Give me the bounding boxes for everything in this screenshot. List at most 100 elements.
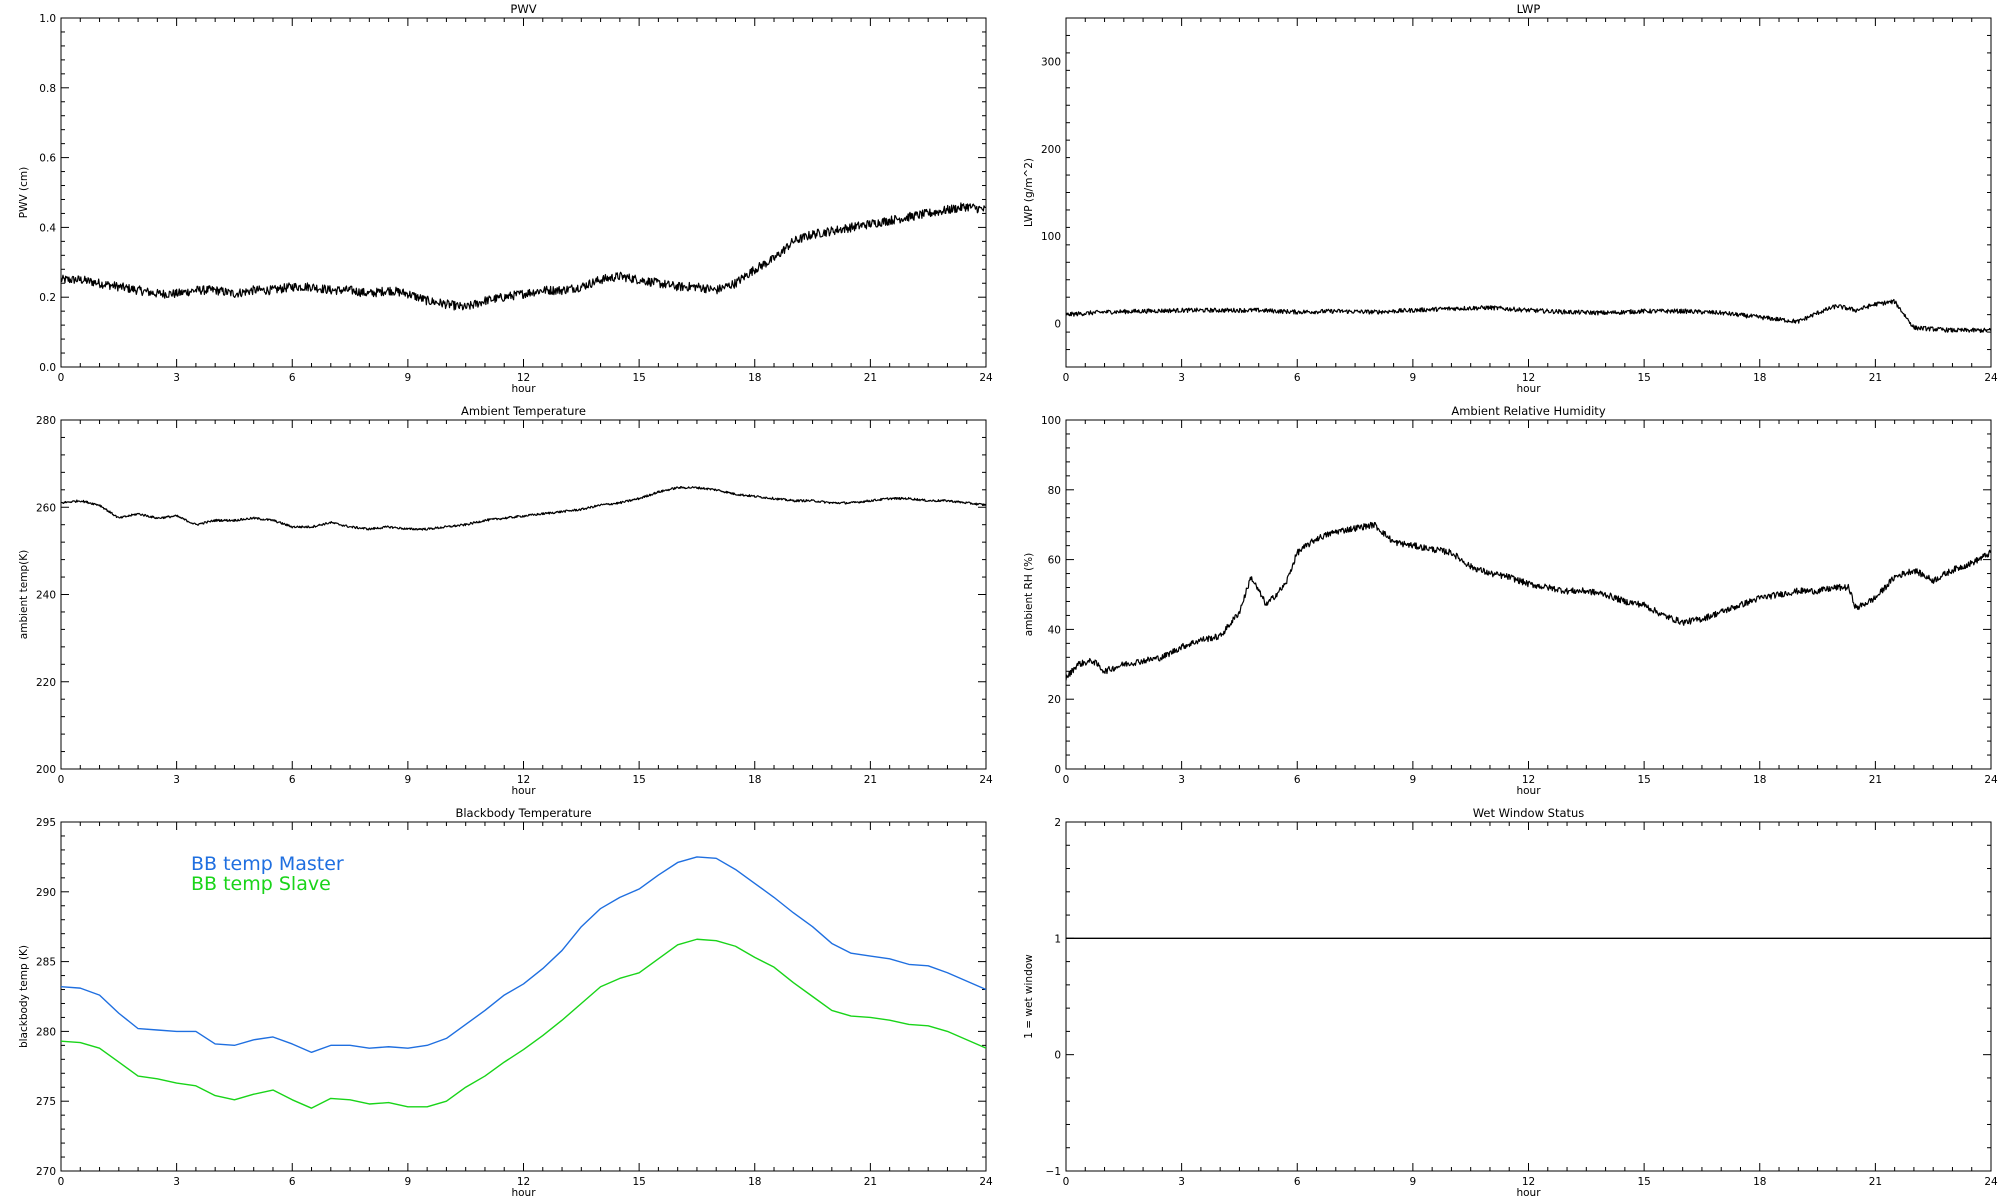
y-tick-label: 40 (1048, 624, 1061, 636)
x-tick-label: 0 (58, 774, 65, 786)
x-tick-label: 21 (1869, 774, 1882, 786)
x-tick-label: 15 (632, 1176, 645, 1188)
x-axis-label: hour (511, 1187, 536, 1199)
x-tick-label: 12 (517, 372, 530, 384)
x-tick-label: 6 (1294, 774, 1301, 786)
y-tick-label: 20 (1048, 694, 1061, 706)
y-axis-label: 1 = wet window (1023, 954, 1035, 1039)
x-tick-label: 9 (405, 372, 412, 384)
y-tick-label: 0.0 (39, 362, 56, 374)
x-tick-label: 3 (1178, 372, 1185, 384)
x-tick-label: 12 (1522, 774, 1535, 786)
x-tick-label: 3 (173, 774, 180, 786)
x-tick-label: 24 (1984, 774, 1998, 786)
chart-panel-1: PWV 0 3 6 9 12 15 18 21 24 0.0 0.2 0.4 0.6 0.8 1.0 hour P… (18, 2, 993, 395)
x-tick-label: 6 (1294, 372, 1301, 384)
y-tick-label: 1 (1054, 933, 1061, 945)
x-tick-label: 6 (289, 774, 296, 786)
y-tick-label: 100 (1041, 231, 1061, 243)
chart-title: Blackbody Temperature (455, 806, 591, 820)
y-axis-label: LWP (g/m^2) (1023, 158, 1035, 227)
y-axis-label: ambient temp(K) (18, 550, 30, 639)
x-tick-label: 24 (979, 1176, 993, 1188)
series-line-1 (61, 202, 986, 311)
x-tick-label: 3 (173, 372, 180, 384)
y-tick-label: 280 (36, 1026, 56, 1038)
x-tick-label: 0 (58, 372, 65, 384)
x-tick-label: 0 (1063, 1176, 1070, 1188)
y-tick-label: 200 (36, 764, 56, 776)
x-tick-label: 15 (632, 774, 645, 786)
y-tick-label: 0.6 (39, 153, 56, 165)
series-line-1 (61, 485, 986, 531)
y-tick-label: 2 (1054, 817, 1061, 829)
x-tick-label: 6 (1294, 1176, 1301, 1188)
x-tick-label: 9 (405, 1176, 412, 1188)
y-tick-label: 60 (1048, 555, 1061, 567)
x-tick-label: 0 (1063, 372, 1070, 384)
x-tick-label: 21 (864, 372, 877, 384)
y-tick-label: 295 (36, 817, 56, 829)
x-tick-label: 24 (1984, 372, 1998, 384)
x-tick-label: 9 (1410, 1176, 1417, 1188)
plot-frame (60, 419, 987, 770)
y-tick-label: 280 (36, 415, 56, 427)
chart-panel-4: Ambient Relative Humidity 0 3 6 9 12 15 18 21 24 0… (1023, 404, 1998, 797)
y-tick-label: 275 (36, 1096, 56, 1108)
chart-panel-3: Ambient Temperature 0 3 6 9 12 15 18 21 24 200 220 2… (18, 404, 993, 797)
x-tick-label: 21 (864, 1176, 877, 1188)
x-tick-label: 12 (517, 774, 530, 786)
x-tick-label: 18 (1753, 1176, 1766, 1188)
y-tick-label: 200 (1041, 144, 1061, 156)
y-tick-label: 220 (36, 677, 56, 689)
x-tick-label: 15 (632, 372, 645, 384)
x-tick-label: 21 (864, 774, 877, 786)
y-tick-label: 270 (36, 1166, 56, 1178)
legend-entry: BB temp Master (191, 853, 344, 875)
y-tick-label: 1.0 (39, 13, 56, 25)
y-tick-label: 285 (36, 957, 56, 969)
x-tick-label: 6 (289, 1176, 296, 1188)
x-axis-label: hour (511, 383, 536, 395)
x-tick-label: 6 (289, 372, 296, 384)
x-tick-label: 15 (1637, 774, 1650, 786)
series-line-1 (1066, 521, 1991, 681)
x-tick-label: 18 (1753, 774, 1766, 786)
y-tick-label: 0 (1054, 764, 1061, 776)
y-tick-label: 0 (1054, 318, 1061, 330)
x-axis-label: hour (1516, 383, 1541, 395)
x-tick-label: 21 (1869, 1176, 1882, 1188)
y-tick-label: 100 (1041, 415, 1061, 427)
x-tick-label: 18 (748, 1176, 761, 1188)
x-axis-label: hour (511, 785, 536, 797)
x-tick-label: 9 (1410, 774, 1417, 786)
chart-title: Wet Window Status (1473, 806, 1585, 820)
plot-frame (1065, 821, 1992, 1172)
chart-panel-2: LWP 0 3 6 9 12 15 18 21 24 0 100 200 300 hour LWP (g/m^… (1023, 2, 1998, 395)
y-tick-label: 0.4 (39, 222, 56, 234)
x-tick-label: 18 (748, 372, 761, 384)
legend-entry: BB temp Slave (191, 873, 331, 895)
x-tick-label: 21 (1869, 372, 1882, 384)
x-tick-label: 0 (58, 1176, 65, 1188)
x-tick-label: 9 (1410, 372, 1417, 384)
series-line-1 (61, 856, 986, 1054)
y-axis-label: PWV (cm) (18, 167, 30, 218)
y-tick-label: 290 (36, 887, 56, 899)
chart-title: PWV (510, 2, 536, 16)
y-tick-label: 300 (1041, 57, 1061, 69)
series-line-2 (61, 938, 986, 1109)
y-tick-label: 260 (36, 502, 56, 514)
y-tick-label: 240 (36, 590, 56, 602)
x-tick-label: 3 (1178, 1176, 1185, 1188)
series-line-1 (1066, 298, 1991, 333)
x-tick-label: 24 (979, 774, 993, 786)
y-tick-label: 80 (1048, 485, 1061, 497)
x-axis-label: hour (1516, 785, 1541, 797)
x-tick-label: 12 (1522, 372, 1535, 384)
chart-title: Ambient Relative Humidity (1451, 404, 1605, 418)
x-tick-label: 24 (1984, 1176, 1998, 1188)
plot-frame (1065, 17, 1992, 368)
y-tick-label: 0.8 (39, 83, 56, 95)
